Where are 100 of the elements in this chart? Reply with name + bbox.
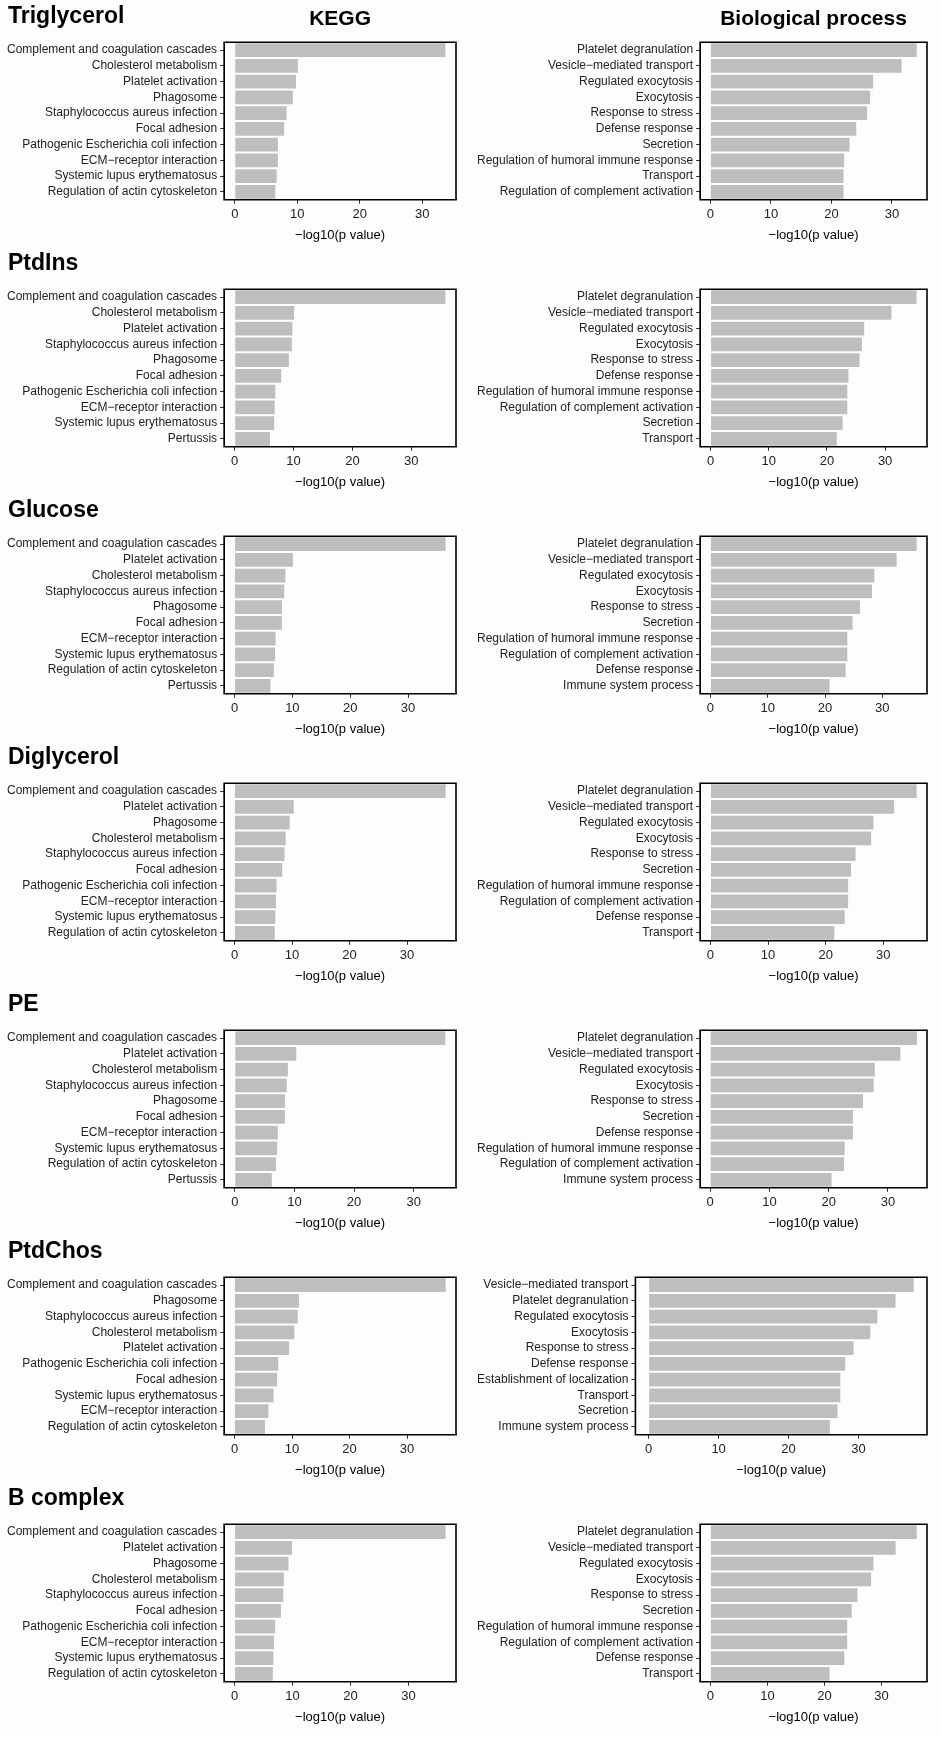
x-axis-title: −log10(p value): [768, 720, 859, 736]
x-tick-label: 20: [817, 1688, 832, 1704]
x-tick-label: 10: [711, 1441, 726, 1457]
y-tick-label: Regulation of complement activation: [499, 184, 694, 199]
y-tick-label: Staphylococcus aureus infection: [45, 336, 218, 351]
y-tick-label: Staphylococcus aureus infection: [45, 1308, 218, 1323]
y-tick-label: Complement and coagulation cascades: [6, 783, 218, 798]
x-tick-label: 10: [284, 947, 300, 963]
y-tick-label: Pathogenic Escherichia coli infection: [22, 1618, 218, 1633]
x-tick-label: 20: [781, 1441, 796, 1457]
bar: [710, 1046, 901, 1061]
bar: [235, 106, 287, 121]
y-tick-label: Complement and coagulation cascades: [6, 42, 218, 57]
x-tick-label: 30: [415, 206, 430, 222]
x-axis-title: −log10(p value): [295, 473, 386, 489]
y-tick-label: Response to stress: [590, 599, 694, 614]
x-tick-label: 20: [345, 453, 360, 469]
y-tick-label: ECM−receptor interaction: [80, 1634, 218, 1649]
x-tick-label: 10: [761, 453, 776, 469]
x-tick-label: 10: [760, 1688, 775, 1704]
y-tick-label: Secretion: [642, 136, 694, 151]
bar: [235, 1588, 284, 1603]
x-axis-title: −log10(p value): [295, 1214, 386, 1230]
x-tick-label: 0: [706, 947, 715, 963]
x-tick-label: 10: [760, 700, 775, 716]
y-tick-label: Defense response: [595, 121, 694, 136]
y-tick-label: Secretion: [577, 1403, 629, 1418]
bar: [235, 1525, 446, 1540]
y-tick-label: ECM−receptor interaction: [80, 399, 218, 414]
bar: [234, 910, 276, 925]
x-tick-label: 0: [706, 453, 715, 469]
y-tick-label: Regulation of humoral immune response: [476, 1140, 694, 1155]
bar: [234, 1419, 265, 1434]
x-tick-label: 0: [645, 1441, 653, 1457]
y-tick-label: Pathogenic Escherichia coli infection: [22, 136, 218, 151]
y-tick-label: Regulated exocytosis: [579, 1555, 694, 1570]
y-tick-label: Transport: [642, 431, 694, 446]
y-tick-label: Secretion: [642, 415, 694, 430]
y-tick-label: Regulation of actin cytoskeleton: [47, 925, 218, 940]
x-tick-label: 30: [400, 700, 416, 716]
y-tick-label: Platelet activation: [123, 73, 218, 88]
bar: [710, 847, 856, 862]
y-tick-label: Focal adhesion: [135, 1109, 218, 1124]
y-tick-label: Regulation of complement activation: [499, 646, 694, 661]
x-axis-title: −log10(p value): [768, 1708, 859, 1724]
bar: [234, 1356, 279, 1371]
bar: [234, 925, 275, 940]
bar: [235, 552, 293, 567]
y-tick-label: ECM−receptor interaction: [80, 1124, 218, 1139]
x-tick-label: 20: [342, 700, 358, 716]
y-tick-label: Response to stress: [590, 1587, 694, 1602]
y-tick-label: Response to stress: [590, 105, 694, 120]
x-tick-label: 0: [231, 453, 239, 469]
y-tick-label: Regulation of complement activation: [499, 1634, 694, 1649]
y-tick-label: Transport: [642, 925, 694, 940]
bar: [234, 1341, 290, 1356]
bar: [649, 1293, 896, 1308]
chart-title: PtdChos: [8, 1237, 103, 1264]
y-tick-label: Pertussis: [167, 431, 218, 446]
x-tick-label: 20: [819, 453, 835, 469]
x-axis-title: −log10(p value): [295, 967, 386, 983]
bar: [711, 416, 843, 431]
bar: [711, 305, 892, 320]
y-tick-label: Cholesterol metabolism: [91, 58, 218, 73]
bar: [235, 1666, 273, 1681]
y-tick-label: Focal adhesion: [135, 862, 218, 877]
y-tick-label: Focal adhesion: [135, 615, 218, 630]
y-tick-label: Defense response: [595, 1124, 694, 1139]
y-tick-label: Staphylococcus aureus infection: [45, 1077, 218, 1092]
y-tick-label: Regulation of complement activation: [499, 399, 694, 414]
x-tick-label: 10: [286, 453, 301, 469]
y-tick-label: Phagosome: [153, 89, 218, 104]
bar: [235, 537, 446, 552]
y-tick-label: Systemic lupus erythematosus: [54, 168, 218, 183]
y-tick-label: Exocytosis: [571, 1324, 629, 1339]
y-tick-label: Defense response: [595, 909, 694, 924]
bar: [649, 1341, 854, 1356]
y-tick-label: Regulated exocytosis: [514, 1308, 629, 1323]
y-tick-label: Staphylococcus aureus infection: [45, 105, 218, 120]
x-tick-label: 0: [231, 206, 239, 222]
bar: [649, 1356, 846, 1371]
bar: [235, 1603, 281, 1618]
chart-subtitle: Biological process: [720, 6, 907, 30]
x-tick-label: 20: [342, 947, 357, 963]
y-tick-label: Exocytosis: [635, 583, 694, 598]
bar: [235, 1157, 276, 1172]
bar: [235, 678, 271, 693]
y-tick-label: Transport: [577, 1387, 630, 1402]
y-tick-label: Cholesterol metabolism: [91, 305, 218, 320]
bar: [235, 1172, 272, 1187]
bar: [710, 1666, 830, 1681]
bar: [235, 416, 275, 431]
x-tick-label: 0: [230, 947, 239, 963]
y-tick-label: Defense response: [595, 1650, 694, 1665]
bar: [235, 121, 285, 136]
y-tick-label: Platelet activation: [123, 320, 218, 335]
bar: [234, 799, 294, 814]
x-tick-label: 0: [706, 700, 715, 716]
x-tick-label: 20: [818, 947, 833, 963]
y-tick-label: Staphylococcus aureus infection: [45, 846, 218, 861]
